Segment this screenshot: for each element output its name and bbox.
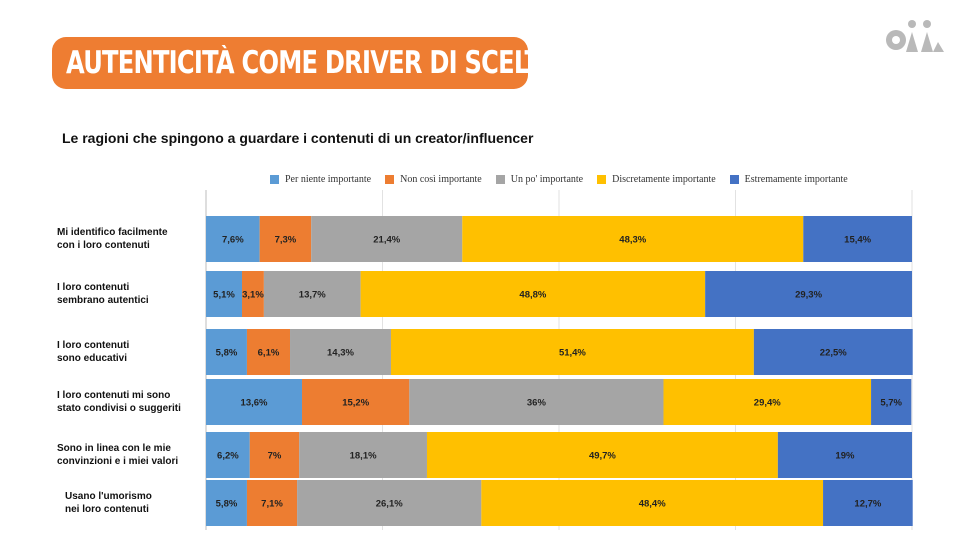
bar-data-label: 3,1% — [242, 290, 264, 301]
legend-item: Estremamente importante — [729, 174, 848, 185]
bar-data-label: 5,8% — [216, 348, 238, 359]
category-label-line: Usano l'umorismo — [65, 491, 152, 502]
bar-data-label: 7% — [268, 451, 282, 462]
bar-data-label: 6,1% — [258, 348, 280, 359]
bar-data-label: 29,3% — [795, 290, 822, 301]
bar-data-label: 14,3% — [327, 348, 354, 359]
bar-data-label: 48,3% — [619, 235, 646, 246]
bar-segment — [206, 271, 243, 317]
bar-segment — [299, 432, 427, 478]
category-label-line: Mi identifico facilmente — [57, 227, 168, 238]
bar-data-label: 12,7% — [854, 499, 881, 510]
chart-subtitle: Le ragioni che spingono a guardare i con… — [62, 130, 534, 146]
category-label: Sono in linea con le mie convinzioni e i … — [57, 442, 178, 468]
category-label-line: sembrano autentici — [57, 295, 149, 306]
category-label-line: sono educativi — [57, 353, 128, 364]
page-title: AUTENTICITÀ COME DRIVER DI SCELTA — [66, 45, 528, 81]
bar-data-label: 13,6% — [241, 398, 268, 409]
category-label: I loro contenuti sono educativi — [57, 339, 129, 365]
bar-segment — [206, 379, 303, 425]
bar-data-label: 7,6% — [222, 235, 244, 246]
legend-swatch — [729, 175, 739, 184]
bar-segment — [390, 329, 754, 375]
category-label: I loro contenuti mi sono stato condivisi … — [57, 389, 181, 415]
bar-segment — [206, 432, 250, 478]
category-label-line: I loro contenuti mi sono — [57, 390, 171, 401]
bar-segment — [462, 216, 804, 262]
bar-data-label: 15,2% — [342, 398, 369, 409]
category-label-line: stato condivisi o suggeriti — [57, 403, 181, 414]
bar-segment — [409, 379, 664, 425]
bar-data-label: 29,4% — [754, 398, 781, 409]
category-label-line: con i loro contenuti — [57, 240, 150, 251]
bar-data-label: 22,5% — [820, 348, 847, 359]
bar-segment — [263, 271, 361, 317]
bar-segment — [311, 216, 463, 262]
bar-data-label: 5,8% — [216, 499, 238, 510]
legend-label: Non così importante — [400, 174, 482, 185]
category-label-line: nei loro contenuti — [65, 504, 149, 515]
legend-label: Per niente importante — [285, 174, 372, 185]
bar-segment — [777, 432, 912, 478]
bar-data-label: 13,7% — [299, 290, 326, 301]
category-label-line: I loro contenuti — [57, 340, 130, 351]
bar-data-label: 36% — [527, 398, 547, 409]
bar-data-label: 48,4% — [639, 499, 666, 510]
bar-data-label: 18,1% — [350, 451, 377, 462]
bar-data-label: 19% — [835, 451, 855, 462]
title-banner: AUTENTICITÀ COME DRIVER DI SCELTA — [52, 37, 528, 89]
bar-data-label: 51,4% — [559, 348, 586, 359]
bar-segment — [206, 480, 247, 526]
bar-data-label: 5,7% — [880, 398, 902, 409]
category-label: Mi identifico facilmente con i loro conte… — [57, 226, 168, 252]
legend-label: Estremamente importante — [744, 174, 848, 185]
legend-item: Un po' importante — [495, 174, 584, 185]
bar-segment — [297, 480, 482, 526]
bar-data-label: 49,7% — [589, 451, 616, 462]
bar-data-label: 5,1% — [213, 290, 235, 301]
bar-data-label: 6,2% — [217, 451, 239, 462]
bar-segment — [481, 480, 824, 526]
bar-segment — [871, 379, 912, 425]
bar-segment — [249, 432, 300, 478]
bar-data-label: 7,1% — [261, 499, 283, 510]
legend-swatch — [270, 175, 279, 184]
legend-swatch — [495, 175, 505, 184]
bar-segment — [360, 271, 706, 317]
legend-item: Discretamente importante — [597, 174, 716, 185]
oii-logo-icon — [886, 20, 944, 52]
category-label: I loro contenuti sembrano autentici — [57, 281, 149, 307]
legend-swatch — [385, 175, 395, 184]
bar-segment — [206, 216, 260, 262]
category-label-line: convinzioni e i miei valori — [57, 456, 179, 467]
bar-data-label: 48,8% — [519, 290, 546, 301]
legend-item: Non così importante — [385, 174, 482, 185]
bar-segment — [242, 271, 264, 317]
bar-data-label: 7,3% — [275, 235, 297, 246]
bar-segment — [705, 271, 912, 317]
bar-segment — [823, 480, 913, 526]
bar-segment — [206, 329, 247, 375]
bar-segment — [302, 379, 410, 425]
category-label: Usano l'umorismo nei loro contenuti — [65, 490, 152, 516]
bar-segment — [259, 216, 312, 262]
bar-segment — [663, 379, 872, 425]
bar-segment — [246, 480, 298, 526]
category-label-line: I loro contenuti — [57, 282, 130, 293]
bar-data-label: 15,4% — [844, 235, 871, 246]
legend-item: Per niente importante — [270, 174, 371, 185]
bar-data-label: 21,4% — [373, 235, 400, 246]
legend-label: Un po' importante — [510, 174, 584, 185]
chart-legend: Per niente importante Non così importante… — [270, 174, 848, 185]
bar-segment — [426, 432, 778, 478]
bar-data-label: 26,1% — [376, 499, 403, 510]
bar-segment — [753, 329, 913, 375]
bar-segment — [290, 329, 391, 375]
bar-segment — [246, 329, 291, 375]
category-label-line: Sono in linea con le mie — [57, 443, 171, 454]
legend-swatch — [597, 175, 607, 184]
bar-segment — [803, 216, 912, 262]
legend-label: Discretamente importante — [612, 174, 716, 185]
